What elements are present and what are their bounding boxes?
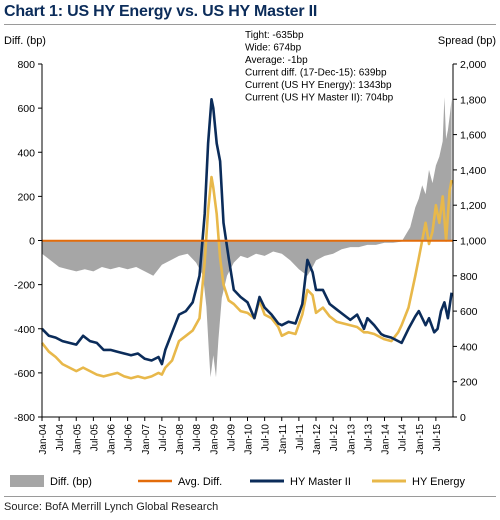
left-tick-label: 200 — [17, 191, 35, 203]
right-tick-label: 600 — [460, 306, 478, 318]
left-axis-title: Diff. (bp) — [4, 35, 46, 47]
x-tick-label: Jan-08 — [175, 424, 186, 455]
right-tick-label: 800 — [460, 271, 478, 283]
left-tick-label: 400 — [17, 147, 35, 159]
x-tick-label: Jan-14 — [381, 424, 392, 455]
hy-master-line — [41, 98, 453, 366]
legend-master-label: HY Master II — [290, 476, 351, 488]
annotation-line: Current (US HY Master II): 704bp — [245, 93, 394, 104]
legend-avg-label: Avg. Diff. — [178, 476, 222, 488]
x-tick-label: Jul-11 — [295, 424, 306, 451]
title-divider — [4, 24, 496, 25]
left-tick-label: -800 — [14, 412, 35, 424]
x-tick-label: Jul-13 — [363, 424, 374, 452]
legend-diff-label: Diff. (bp) — [50, 476, 92, 488]
x-tick-label: Jan-11 — [278, 424, 289, 454]
x-tick-label: Jul-07 — [158, 424, 169, 452]
annotation-line: Current (US HY Energy): 1343bp — [245, 80, 392, 91]
annotation-line: Current diff. (17-Dec-15): 639bp — [245, 68, 387, 79]
right-tick-label: 0 — [460, 412, 466, 424]
right-tick-label: 1,000 — [460, 236, 486, 248]
x-tick-label: Jul-15 — [432, 424, 443, 452]
legend-energy-label: HY Energy — [412, 476, 465, 488]
left-tick-label: -200 — [14, 280, 35, 292]
left-tick-label: 600 — [17, 103, 35, 115]
x-tick-label: Jan-09 — [209, 424, 220, 455]
x-tick-label: Jan-05 — [72, 424, 83, 455]
right-tick-label: 1,800 — [460, 94, 486, 106]
right-tick-label: 1,400 — [460, 165, 486, 177]
x-tick-label: Jul-10 — [261, 424, 272, 452]
left-tick-label: -600 — [14, 368, 35, 380]
x-tick-label: Jul-12 — [329, 424, 340, 452]
chart-title: Chart 1: US HY Energy vs. US HY Master I… — [4, 3, 318, 20]
right-axis-title: Spread (bp) — [438, 35, 496, 47]
annotation-line: Wide: 674bp — [245, 43, 302, 54]
x-tick-label: Jan-13 — [346, 424, 357, 455]
annotation-line: Average: -1bp — [245, 55, 308, 66]
legend-diff-swatch — [10, 475, 44, 487]
right-tick-label: 2,000 — [460, 59, 486, 71]
left-tick-label: 800 — [17, 59, 35, 71]
right-tick-label: 200 — [460, 377, 478, 389]
right-tick-label: 1,200 — [460, 200, 486, 212]
x-tick-label: Jan-04 — [38, 424, 49, 455]
source-note: Source: BofA Merrill Lynch Global Resear… — [4, 501, 219, 513]
x-tick-label: Jan-06 — [107, 424, 118, 455]
x-tick-label: Jul-05 — [89, 424, 100, 452]
annotation-line: Tight: -635bp — [245, 30, 304, 41]
x-tick-label: Jan-07 — [141, 424, 152, 455]
x-tick-label: Jul-04 — [55, 424, 66, 452]
x-tick-label: Jul-09 — [226, 424, 237, 452]
right-tick-label: 400 — [460, 341, 478, 353]
x-tick-label: Jul-06 — [124, 424, 135, 452]
right-tick-label: 1,600 — [460, 130, 486, 142]
x-tick-label: Jul-14 — [398, 424, 409, 452]
x-tick-label: Jan-15 — [415, 424, 426, 455]
source-divider — [4, 496, 496, 497]
x-tick-label: Jan-10 — [244, 424, 255, 455]
left-tick-label: -400 — [14, 324, 35, 336]
diff-area — [42, 97, 452, 378]
x-tick-label: Jul-08 — [192, 424, 203, 452]
left-tick-label: 0 — [29, 236, 35, 248]
x-tick-label: Jan-12 — [312, 424, 323, 455]
